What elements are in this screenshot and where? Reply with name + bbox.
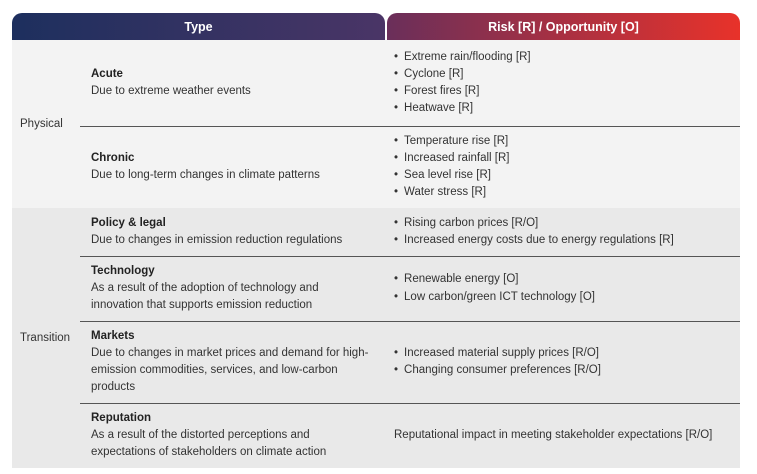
table-row: Markets Due to changes in market prices a… — [12, 321, 740, 403]
header-type: Type — [12, 13, 385, 40]
risk-item: Renewable energy [O] — [394, 271, 724, 288]
table-row: Technology As a result of the adoption of… — [12, 256, 740, 321]
type-cell: Reputation As a result of the distorted p… — [91, 403, 371, 468]
risk-cell: Reputational impact in meeting stakehold… — [394, 403, 724, 468]
risk-item: Sea level rise [R] — [394, 167, 724, 184]
risk-item: Extreme rain/flooding [R] — [394, 49, 724, 66]
table-row: Policy & legal Due to changes in emission… — [12, 208, 740, 256]
type-name: Markets — [91, 329, 135, 342]
risk-item: Temperature rise [R] — [394, 133, 724, 150]
row-group: Physical Acute Due to extreme weather even… — [12, 40, 740, 208]
risk-cell: Rising carbon prices [R/O]Increased ener… — [394, 208, 724, 256]
risk-item: Cyclone [R] — [394, 66, 724, 83]
risk-item: Low carbon/green ICT technology [O] — [394, 289, 724, 306]
type-description: Due to changes in market prices and dema… — [91, 346, 369, 394]
risk-cell: Renewable energy [O]Low carbon/green ICT… — [394, 256, 724, 321]
row-separator — [80, 403, 740, 404]
risk-cell: Temperature rise [R]Increased rainfall [… — [394, 126, 724, 208]
header-risk: Risk [R] / Opportunity [O] — [387, 13, 740, 40]
row-group: Transition Policy & legal Due to changes i… — [12, 208, 740, 468]
type-description: Due to long-term changes in climate patt… — [91, 169, 320, 181]
type-name: Reputation — [91, 411, 152, 424]
type-name: Policy & legal — [91, 216, 166, 229]
risk-item: Increased rainfall [R] — [394, 150, 724, 167]
type-description: As a result of the adoption of technolog… — [91, 281, 319, 312]
row-separator — [80, 256, 740, 257]
risk-item: Forest fires [R] — [394, 83, 724, 100]
risk-item: Rising carbon prices [R/O] — [394, 215, 724, 232]
row-separator — [80, 321, 740, 322]
risk-item: Water stress [R] — [394, 184, 724, 201]
table-row: Reputation As a result of the distorted p… — [12, 403, 740, 468]
type-cell: Acute Due to extreme weather events — [91, 40, 371, 126]
risk-text: Reputational impact in meeting stakehold… — [394, 428, 713, 441]
row-separator — [80, 126, 740, 127]
type-cell: Policy & legal Due to changes in emission… — [91, 208, 371, 256]
type-description: Due to changes in emission reduction reg… — [91, 234, 343, 246]
type-name: Chronic — [91, 151, 135, 164]
risk-item: Heatwave [R] — [394, 100, 724, 117]
table-row: Chronic Due to long-term changes in clima… — [12, 126, 740, 208]
risk-cell: Increased material supply prices [R/O]Ch… — [394, 321, 724, 403]
type-cell: Technology As a result of the adoption of… — [91, 256, 371, 321]
type-description: As a result of the distorted perceptions… — [91, 428, 327, 459]
type-name: Acute — [91, 67, 123, 80]
risk-cell: Extreme rain/flooding [R]Cyclone [R]Fore… — [394, 40, 724, 126]
risk-item: Increased energy costs due to energy reg… — [394, 232, 724, 249]
group-label: Transition — [20, 332, 71, 344]
type-cell: Markets Due to changes in market prices a… — [91, 321, 371, 403]
risk-item: Changing consumer preferences [R/O] — [394, 362, 724, 379]
table-row: Acute Due to extreme weather events Extrem… — [12, 40, 740, 126]
type-name: Technology — [91, 264, 155, 277]
risk-item: Increased material supply prices [R/O] — [394, 345, 724, 362]
type-cell: Chronic Due to long-term changes in clima… — [91, 126, 371, 208]
type-description: Due to extreme weather events — [91, 85, 251, 97]
group-label: Physical — [20, 118, 63, 130]
